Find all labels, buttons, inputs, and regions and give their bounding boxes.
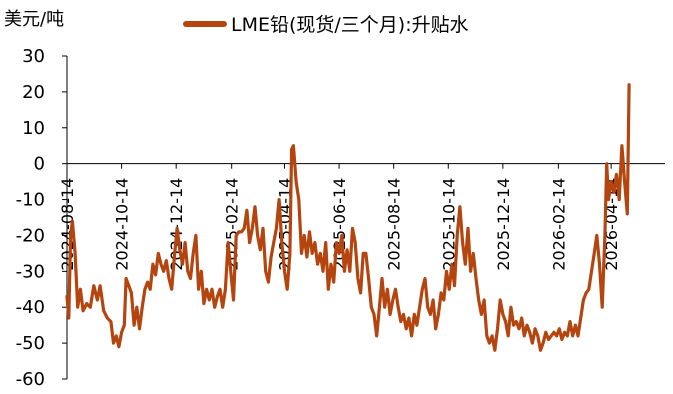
y-tick-label: -20 <box>16 225 45 246</box>
x-tick-label: 2025-02-14 <box>223 178 242 271</box>
x-tick-label: 2025-12-14 <box>494 178 513 271</box>
x-tick-label: 2024-10-14 <box>113 178 132 271</box>
y-tick-label: 20 <box>22 82 45 103</box>
x-axis <box>66 163 665 169</box>
x-tick-label: 2025-10-14 <box>439 178 458 271</box>
x-tick-labels: 2024-08-14 2024-10-14 2024-12-14 2025-02-14… <box>58 178 621 271</box>
x-tick-label: 2026-02-14 <box>549 178 568 271</box>
y-tick-label: -30 <box>16 261 45 282</box>
unit-label: 美元/吨 <box>4 9 65 30</box>
x-tick-label: 2024-08-14 <box>58 178 77 271</box>
y-axis <box>62 55 68 380</box>
y-tick-label: 10 <box>22 118 45 139</box>
y-tick-label: -50 <box>16 333 45 354</box>
legend: LME铅(现货/三个月):升贴水 <box>183 10 469 37</box>
y-tick-label: 30 <box>22 46 45 67</box>
x-tick-label: 2025-08-14 <box>385 178 404 271</box>
y-tick-label: -40 <box>16 297 45 318</box>
y-tick-labels: 30 20 10 0 -10 -20 -30 -40 -50 -60 <box>16 46 45 390</box>
series-line <box>65 83 631 352</box>
y-tick-label: 0 <box>34 154 45 175</box>
legend-swatch <box>183 20 227 27</box>
y-tick-label: -60 <box>16 369 45 390</box>
series-polyline <box>65 83 631 352</box>
legend-label: LME铅(现货/三个月):升贴水 <box>231 14 469 36</box>
x-tick-label: 2024-12-14 <box>167 178 186 271</box>
y-tick-label: -10 <box>16 190 45 211</box>
